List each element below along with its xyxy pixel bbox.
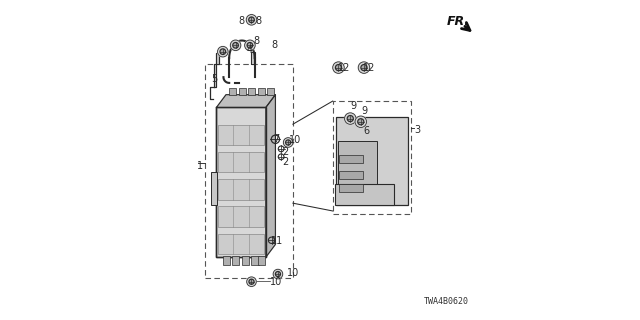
Circle shape bbox=[361, 65, 367, 71]
Bar bbox=[218, 152, 264, 172]
Circle shape bbox=[273, 269, 283, 279]
Text: 10: 10 bbox=[289, 135, 301, 145]
Text: 8: 8 bbox=[239, 16, 245, 27]
Text: 9: 9 bbox=[362, 106, 368, 116]
Text: 8: 8 bbox=[271, 40, 278, 50]
Bar bbox=[211, 172, 217, 205]
Text: 8: 8 bbox=[253, 36, 259, 45]
Bar bbox=[339, 184, 363, 192]
Bar bbox=[205, 64, 293, 278]
Polygon shape bbox=[216, 95, 275, 108]
Text: FR.: FR. bbox=[447, 15, 470, 28]
Bar bbox=[339, 155, 363, 163]
Text: 2: 2 bbox=[282, 156, 288, 167]
Polygon shape bbox=[252, 52, 255, 64]
Circle shape bbox=[284, 138, 293, 147]
Bar bbox=[232, 256, 239, 265]
Text: 12: 12 bbox=[363, 63, 376, 73]
Circle shape bbox=[358, 119, 364, 125]
Bar bbox=[239, 88, 246, 95]
Bar bbox=[258, 88, 265, 95]
Text: 10: 10 bbox=[269, 277, 282, 287]
Circle shape bbox=[335, 65, 342, 71]
Circle shape bbox=[355, 116, 367, 127]
Text: 8: 8 bbox=[255, 16, 262, 27]
Circle shape bbox=[333, 62, 344, 73]
Text: 1: 1 bbox=[197, 161, 204, 172]
Text: 2: 2 bbox=[282, 147, 288, 157]
Bar bbox=[337, 141, 377, 198]
Bar bbox=[339, 171, 363, 179]
Bar bbox=[229, 88, 236, 95]
Circle shape bbox=[249, 17, 254, 23]
Text: 3: 3 bbox=[415, 125, 420, 135]
Text: TWA4B0620: TWA4B0620 bbox=[423, 297, 468, 306]
Circle shape bbox=[220, 49, 226, 54]
Bar bbox=[218, 234, 264, 254]
Circle shape bbox=[246, 14, 257, 25]
Circle shape bbox=[285, 140, 291, 145]
Bar bbox=[248, 88, 255, 95]
Bar bbox=[216, 108, 266, 257]
Polygon shape bbox=[266, 95, 275, 257]
Circle shape bbox=[249, 279, 254, 284]
Bar bbox=[336, 117, 408, 204]
Bar bbox=[218, 179, 264, 200]
Text: 7: 7 bbox=[273, 134, 279, 144]
Bar bbox=[216, 108, 266, 257]
Circle shape bbox=[246, 277, 256, 286]
Text: 5: 5 bbox=[211, 74, 218, 84]
Bar bbox=[218, 125, 264, 145]
Bar bbox=[223, 256, 230, 265]
Text: 9: 9 bbox=[351, 101, 356, 111]
Circle shape bbox=[247, 43, 253, 48]
Polygon shape bbox=[214, 53, 219, 87]
Circle shape bbox=[344, 113, 356, 124]
Text: 4: 4 bbox=[246, 45, 252, 55]
Circle shape bbox=[358, 62, 370, 73]
Circle shape bbox=[230, 40, 241, 51]
Circle shape bbox=[348, 116, 353, 122]
Text: 11: 11 bbox=[271, 236, 283, 246]
Text: 12: 12 bbox=[337, 63, 350, 73]
Text: 10: 10 bbox=[287, 268, 300, 278]
Bar bbox=[218, 206, 264, 227]
Bar bbox=[258, 256, 265, 265]
Bar bbox=[242, 256, 249, 265]
Circle shape bbox=[233, 43, 238, 48]
Bar bbox=[252, 256, 259, 265]
Text: 6: 6 bbox=[364, 126, 370, 136]
Circle shape bbox=[218, 46, 228, 57]
Bar bbox=[268, 88, 275, 95]
Bar bbox=[335, 184, 394, 204]
Circle shape bbox=[275, 271, 280, 276]
Bar bbox=[333, 101, 411, 214]
Circle shape bbox=[244, 40, 255, 51]
